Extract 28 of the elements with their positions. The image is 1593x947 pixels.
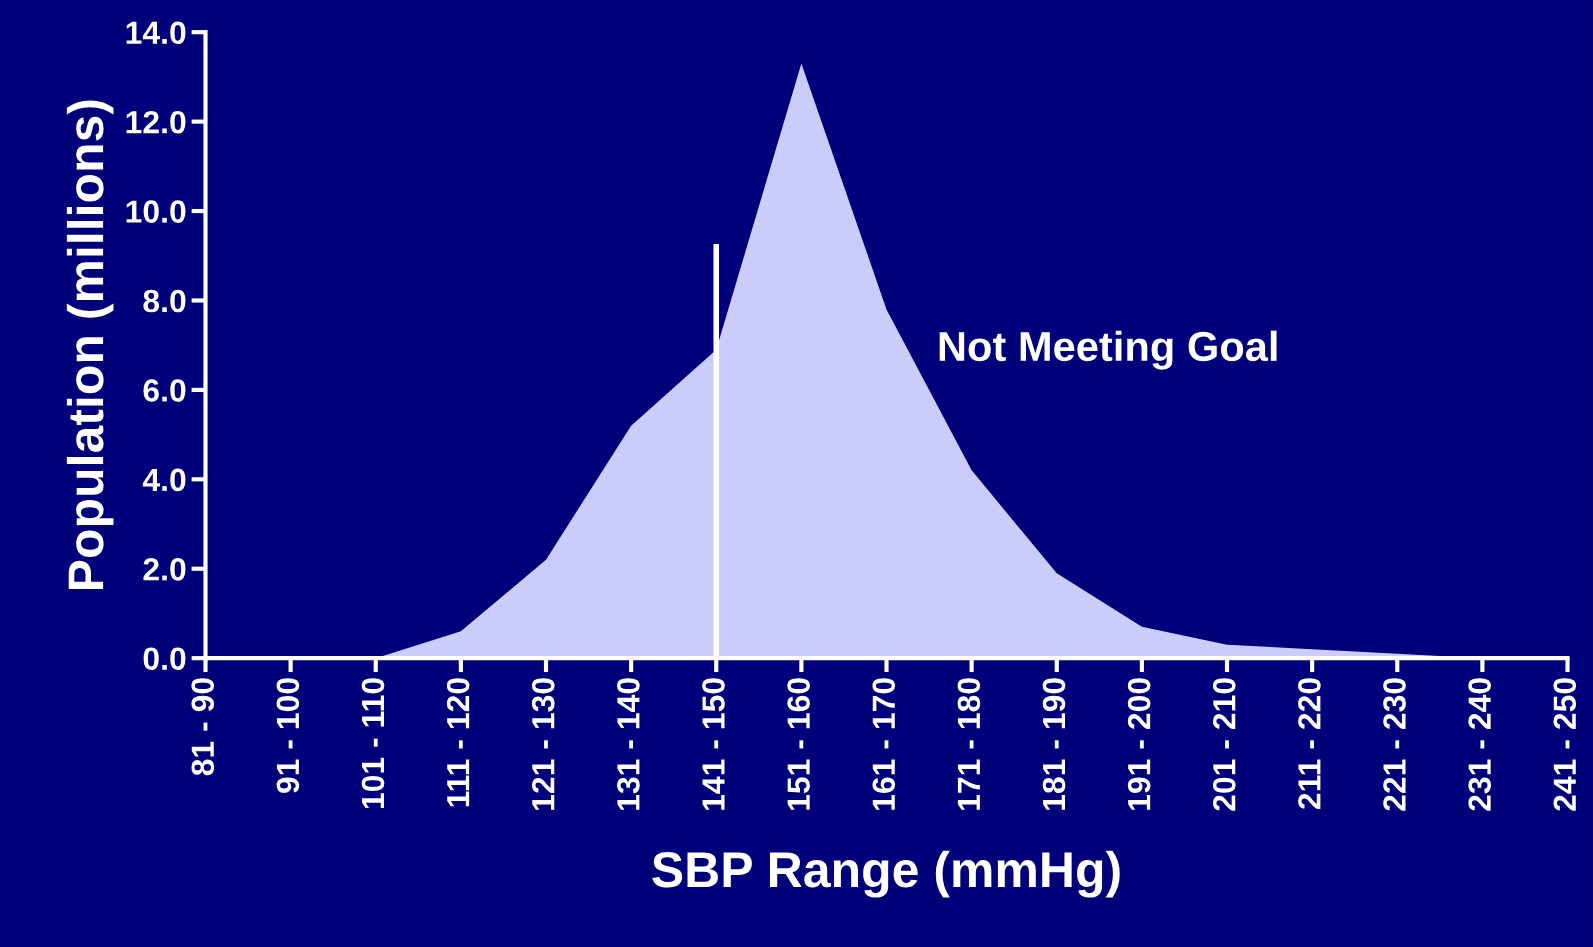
- x-tick-label: 181 - 190: [1042, 678, 1066, 810]
- x-tick-label: 161 - 170: [872, 678, 896, 810]
- x-tick-label: 241 - 250: [1553, 678, 1577, 811]
- y-tick-label: 2.0: [143, 558, 186, 581]
- x-tick-label: 171 - 180: [957, 678, 981, 810]
- y-tick-label: 8.0: [143, 289, 186, 313]
- x-tick-label: 201 - 210: [1212, 678, 1236, 811]
- x-tick-label: 91 - 100: [276, 678, 300, 794]
- x-tick-label: 81 - 90: [191, 678, 215, 776]
- x-tick-label: 131 - 140: [617, 678, 640, 810]
- y-tick-label: 6.0: [143, 379, 186, 402]
- x-tick-label: 111 - 120: [446, 678, 470, 807]
- x-tick-label: 221 - 230: [1383, 678, 1406, 811]
- x-tick-label: 141 - 150: [702, 678, 725, 810]
- x-tick-label: 121 - 130: [531, 678, 555, 810]
- y-tick-label: 10.0: [126, 200, 186, 223]
- x-tick-label: 211 - 220: [1298, 678, 1321, 810]
- y-tick-label: 14.0: [126, 21, 186, 45]
- x-tick-label: 231 - 240: [1468, 678, 1492, 811]
- y-axis-title: Population (millions): [66, 100, 114, 590]
- x-axis-title: SBP Range (mmHg): [652, 850, 1120, 898]
- x-tick-label: 191 - 200: [1127, 678, 1151, 810]
- annotation: Not Meeting Goal: [939, 330, 1277, 370]
- x-tick-label: 101 - 110: [361, 678, 385, 809]
- y-tick-label: 12.0: [126, 110, 186, 134]
- y-tick-label: 0.0: [143, 647, 186, 671]
- y-tick-label: 4.0: [142, 468, 186, 492]
- x-tick-label: 151 - 160: [787, 678, 810, 810]
